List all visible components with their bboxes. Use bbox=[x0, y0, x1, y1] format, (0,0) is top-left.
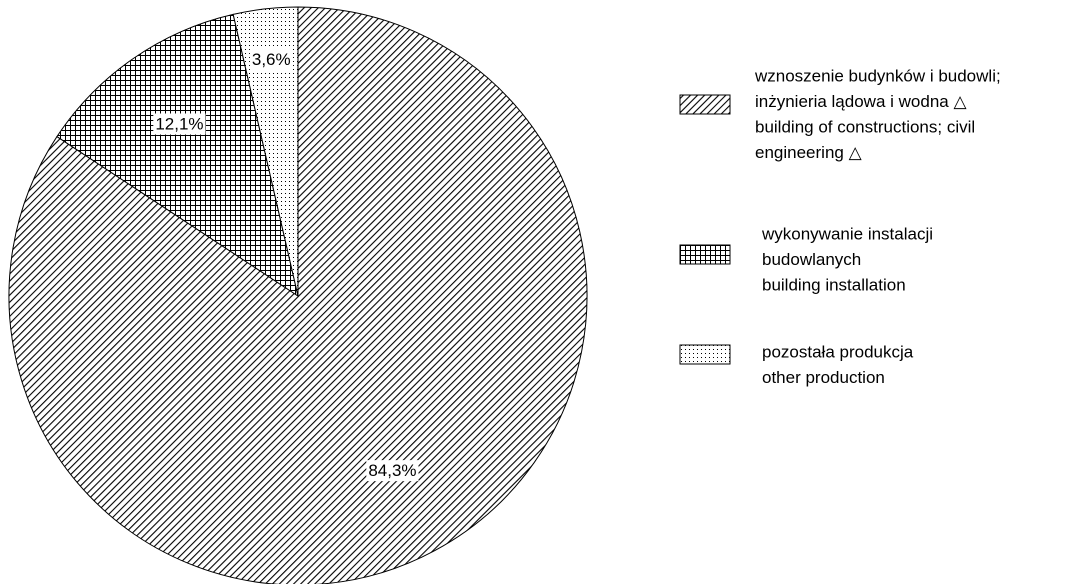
legend-swatch bbox=[679, 244, 731, 265]
data-label: 3,6% bbox=[252, 50, 291, 69]
legend-swatch bbox=[679, 94, 731, 115]
legend-label: wykonywanie instalacji bbox=[761, 224, 933, 243]
legend-label: other production bbox=[762, 368, 885, 387]
data-label-bg bbox=[153, 113, 206, 135]
data-label-bg bbox=[249, 49, 293, 71]
pie-slice bbox=[56, 13, 299, 298]
legend-label: engineering △ bbox=[755, 143, 863, 162]
legend-label: wznoszenie budynków i budowli; bbox=[754, 66, 1001, 85]
data-label: 84,3% bbox=[368, 461, 416, 480]
data-label: 12,1% bbox=[155, 114, 203, 133]
pie-slice bbox=[232, 6, 299, 297]
pie-slice bbox=[8, 6, 588, 584]
legend-label: pozostała produkcja bbox=[762, 342, 914, 361]
legend-label: budowlanych bbox=[762, 250, 861, 269]
legend-label: building of constructions; civil bbox=[755, 117, 975, 136]
legend-swatch bbox=[679, 344, 731, 365]
legend-label: building installation bbox=[762, 275, 906, 294]
data-label-bg bbox=[366, 460, 419, 482]
legend-label: inżynieria lądowa i wodna △ bbox=[755, 92, 967, 111]
